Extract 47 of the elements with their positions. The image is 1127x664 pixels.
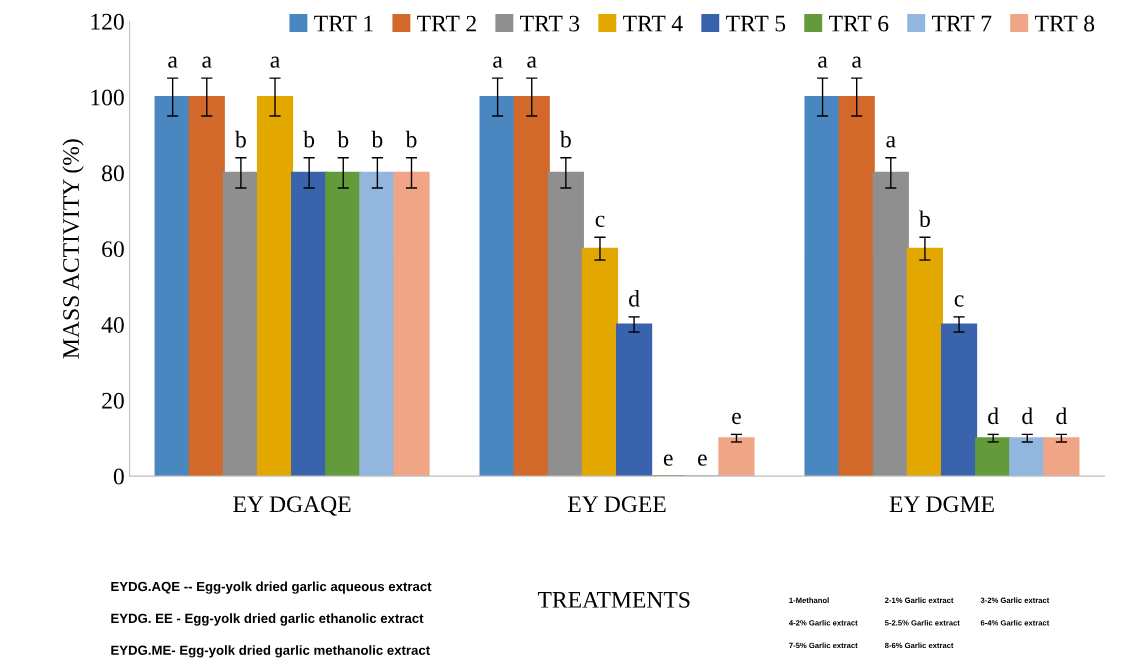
data-label: b bbox=[371, 130, 383, 148]
legend-label: TRT 6 bbox=[829, 15, 889, 32]
data-label: e bbox=[698, 454, 707, 466]
x-tick-label: EY DGEE bbox=[567, 496, 666, 513]
y-tick-label: 60 bbox=[102, 241, 124, 258]
data-label: b bbox=[337, 130, 349, 148]
data-label: e bbox=[732, 412, 741, 425]
x-tick-label: EY DGAQE bbox=[233, 496, 351, 516]
y-tick-label: 40 bbox=[101, 316, 124, 333]
y-axis-title: MASS ACTIVITY (%) bbox=[62, 139, 84, 359]
data-label: a bbox=[493, 56, 503, 68]
y-tick-label: 100 bbox=[91, 89, 124, 106]
y-tick-label: 0 bbox=[113, 468, 124, 485]
data-label: b bbox=[559, 130, 571, 148]
legend-label: TRT 2 bbox=[417, 15, 476, 32]
data-label: d bbox=[988, 407, 999, 425]
legend-label: TRT 4 bbox=[623, 15, 683, 32]
x-tick-label: EY DGME bbox=[889, 496, 994, 513]
data-label: a bbox=[168, 56, 178, 68]
data-label: a bbox=[852, 56, 862, 68]
legend-label: TRT 5 bbox=[726, 15, 786, 32]
data-label: c bbox=[954, 295, 964, 307]
data-label: d bbox=[1022, 407, 1033, 425]
data-label: a bbox=[202, 56, 212, 68]
data-label: a bbox=[818, 56, 828, 68]
data-label: a bbox=[886, 136, 896, 148]
legend-label: TRT 1 bbox=[314, 15, 373, 32]
data-label: d bbox=[629, 290, 640, 307]
data-label: c bbox=[595, 215, 605, 228]
y-tick-label: 80 bbox=[102, 165, 124, 182]
data-label: b bbox=[235, 130, 246, 148]
data-label: a bbox=[270, 56, 280, 68]
data-label: e bbox=[663, 454, 673, 466]
data-label: d bbox=[1056, 407, 1068, 425]
y-tick-label: 20 bbox=[102, 392, 124, 409]
text: EYDG. EE - Egg-yolk dried garlic ethanolic extract bbox=[111, 613, 424, 626]
data-label: b bbox=[405, 130, 417, 148]
legend-label: TRT 7 bbox=[932, 15, 992, 32]
legend-label: TRT 3 bbox=[520, 15, 580, 32]
x-axis-title: TREATMENTS bbox=[537, 591, 690, 608]
text: EYDG.AQE -- Egg-yolk dried garlic aqueous extract bbox=[111, 581, 432, 594]
data-label: b bbox=[919, 210, 930, 228]
y-tick-label: 120 bbox=[91, 13, 124, 30]
data-label: a bbox=[527, 56, 537, 68]
text: EYDG.ME- Egg-yolk dried garlic methanolic extract bbox=[111, 645, 430, 658]
data-label: b bbox=[303, 130, 315, 148]
legend-label: TRT 8 bbox=[1034, 15, 1095, 32]
